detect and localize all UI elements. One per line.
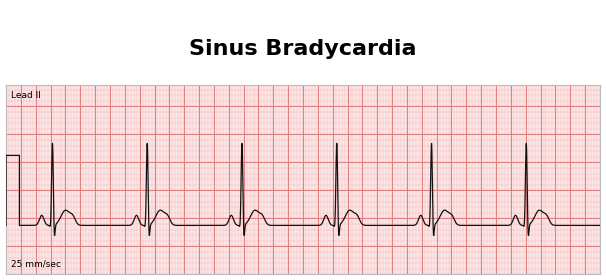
Text: Sinus Bradycardia: Sinus Bradycardia	[189, 39, 417, 59]
Text: 25 mm/sec: 25 mm/sec	[11, 260, 61, 269]
Text: Lead II: Lead II	[11, 91, 41, 100]
